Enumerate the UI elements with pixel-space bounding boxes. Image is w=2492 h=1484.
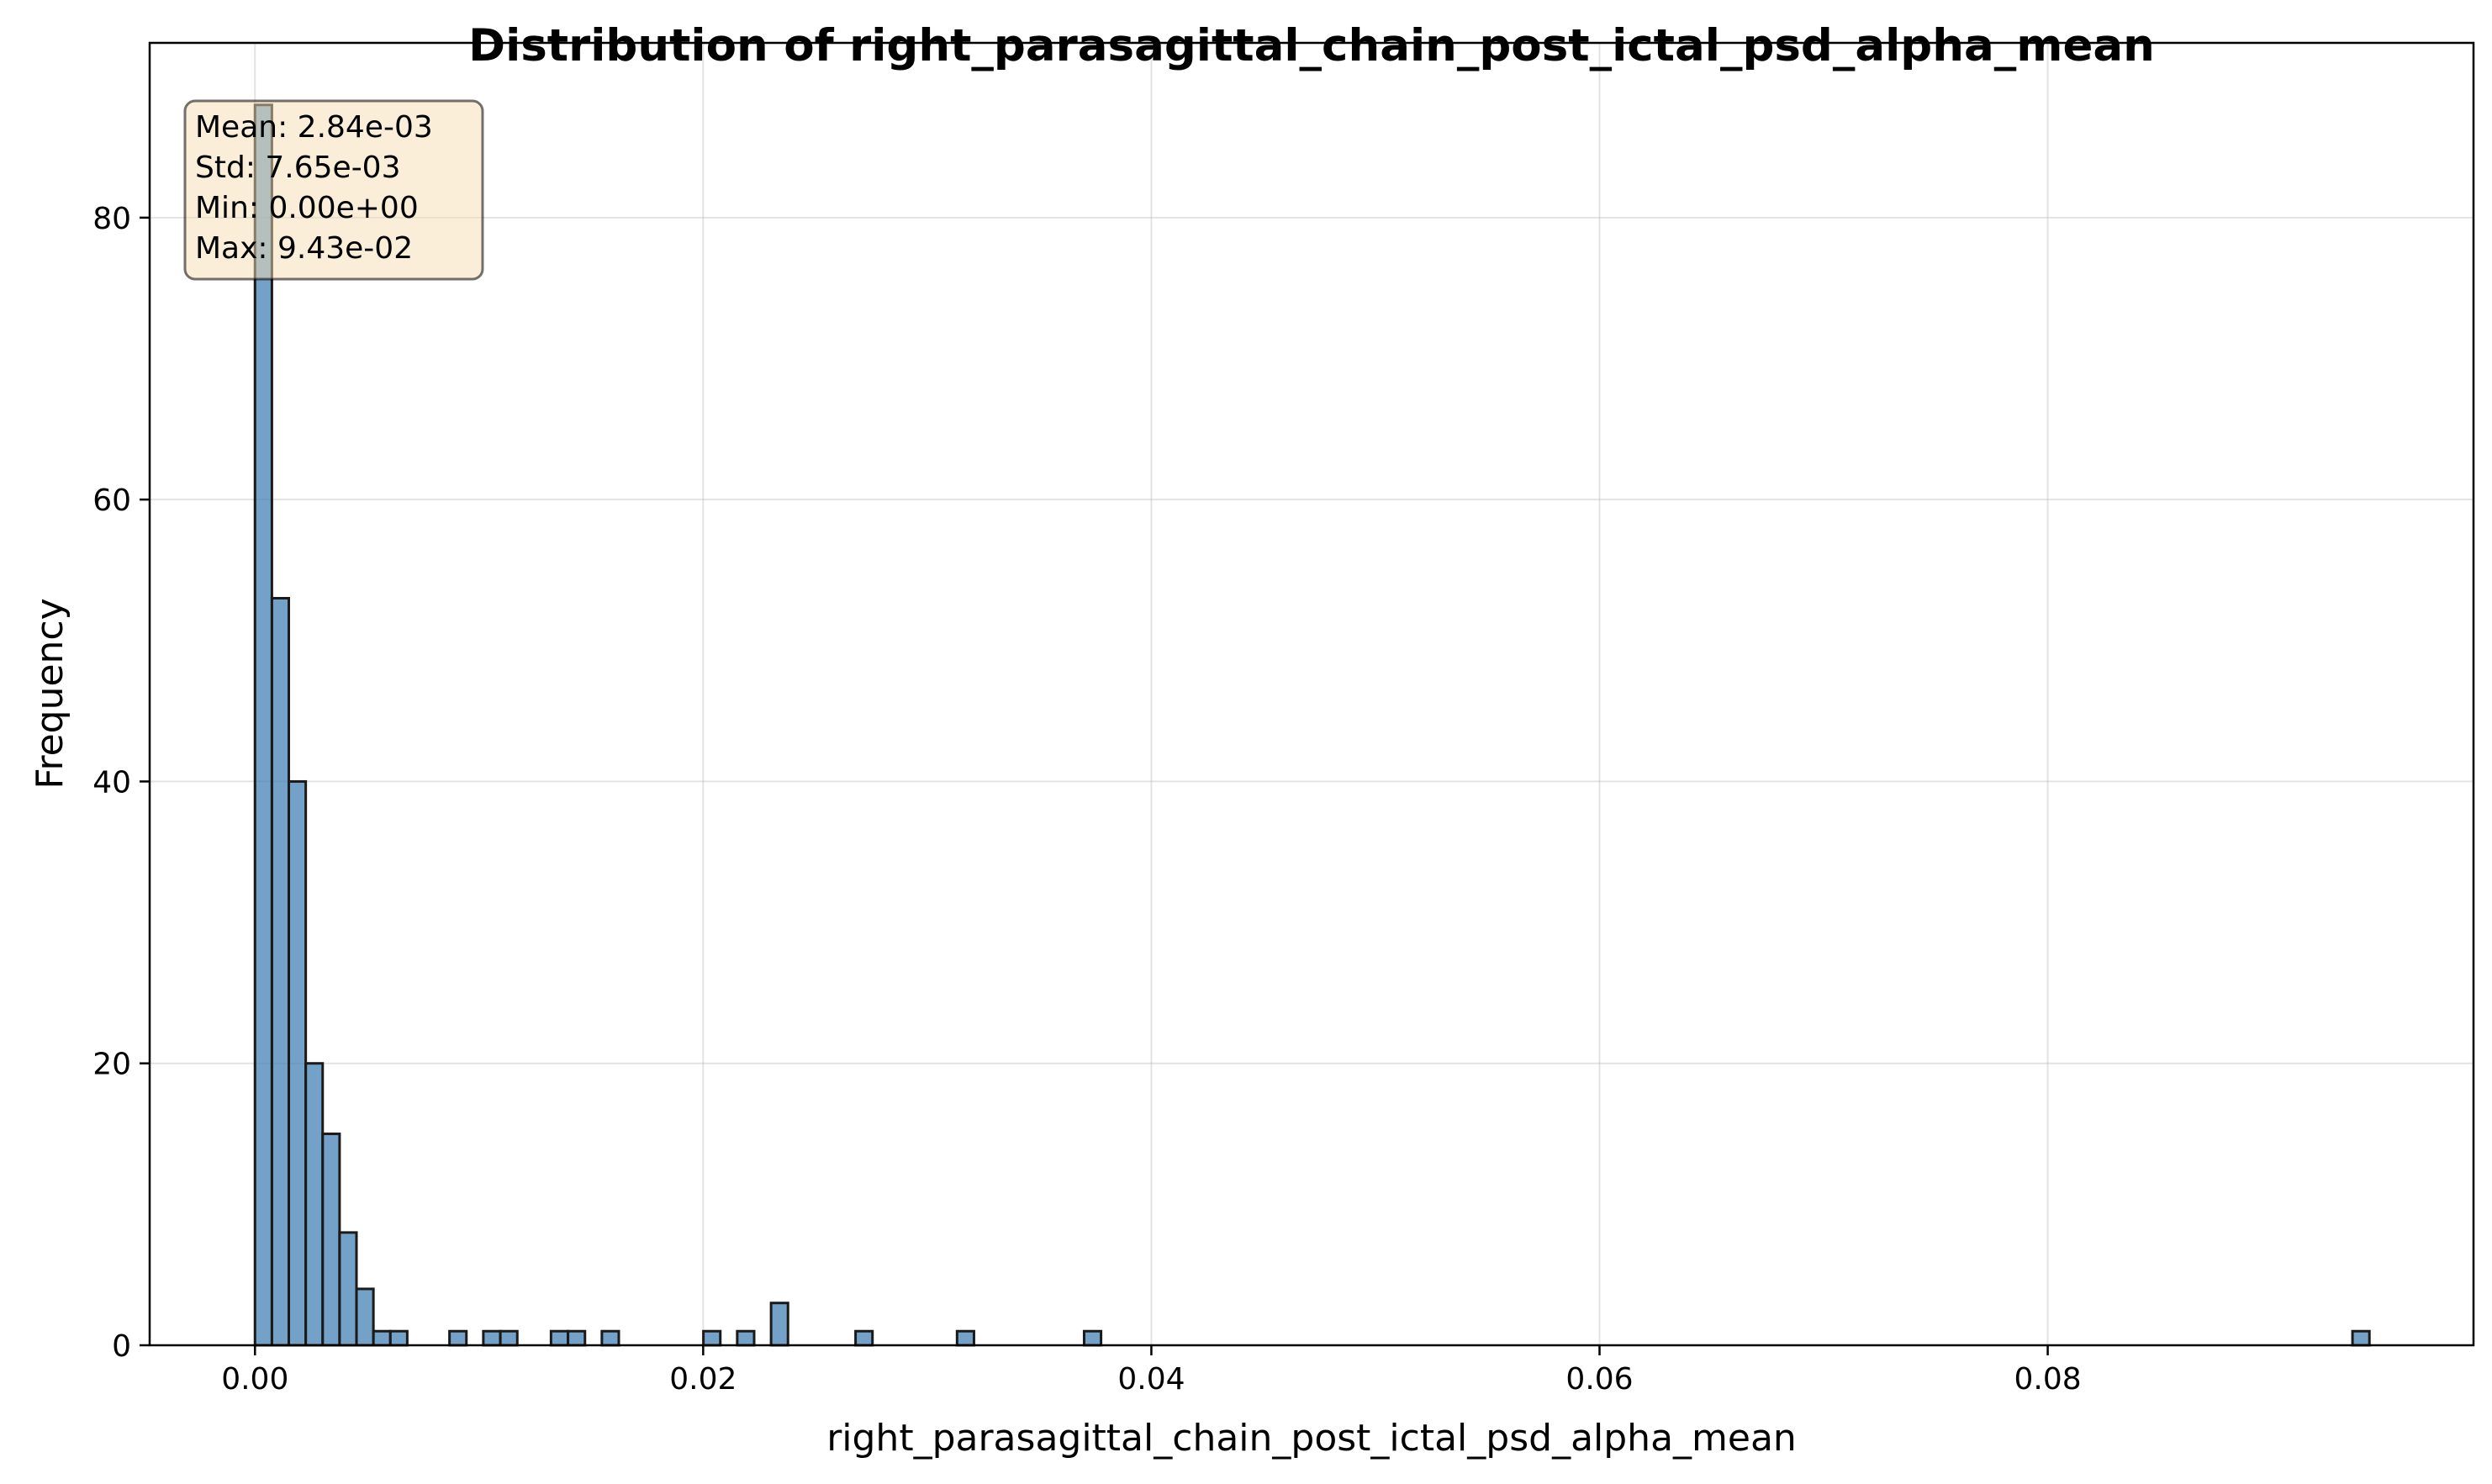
histogram-bar-15 <box>702 1329 722 1347</box>
chart-title: Distribution of right_parasagittal_chain… <box>468 20 2155 71</box>
histogram-bar-19 <box>955 1329 975 1347</box>
stats-min: Min: 0.00e+00 <box>195 191 419 225</box>
histogram-bar-1 <box>270 597 291 1347</box>
histogram-bar-3 <box>304 1062 325 1347</box>
axis-ticks: 0.00 0.02 0.04 0.06 0.08 0 20 40 60 80 <box>92 202 2081 1397</box>
histogram-bar-21 <box>2351 1329 2371 1347</box>
histogram-bar-7 <box>372 1329 392 1347</box>
histogram-bar-4 <box>321 1133 341 1347</box>
histogram-bar-20 <box>1082 1329 1103 1347</box>
stats-max: Max: 9.43e-02 <box>195 231 413 266</box>
histogram-bar-13 <box>567 1329 587 1347</box>
histogram-bar-9 <box>448 1329 468 1347</box>
y-tick-label-1: 20 <box>92 1048 131 1082</box>
histogram-bar-8 <box>388 1329 409 1347</box>
y-tick-label-0: 0 <box>112 1329 131 1364</box>
histogram-bar-10 <box>482 1329 502 1347</box>
histogram-bar-18 <box>854 1329 874 1347</box>
x-tick-label-4: 0.08 <box>2014 1362 2081 1397</box>
histogram-bar-17 <box>769 1302 789 1347</box>
histogram-bar-14 <box>600 1329 620 1347</box>
histogram-bar-5 <box>338 1231 358 1347</box>
plot-frame <box>148 41 2475 1347</box>
x-tick-label-1: 0.02 <box>669 1362 737 1397</box>
x-axis-label: right_parasagittal_chain_post_ictal_psd_… <box>826 1417 1797 1460</box>
histogram-bar-16 <box>736 1329 756 1347</box>
x-tick-label-3: 0.06 <box>1565 1362 1633 1397</box>
histogram-bar-11 <box>499 1329 519 1347</box>
x-tick-label-2: 0.04 <box>1117 1362 1185 1397</box>
stats-mean: Mean: 2.84e-03 <box>195 110 433 145</box>
y-axis-label: Frequency <box>29 598 71 789</box>
histogram-bar-12 <box>549 1329 569 1347</box>
stats-box: Mean: 2.84e-03 Std: 7.65e-03 Min: 0.00e+… <box>183 99 484 281</box>
histogram-bars <box>253 103 2371 1347</box>
y-tick-label-4: 80 <box>92 202 131 236</box>
histogram-bar-6 <box>355 1287 375 1347</box>
stats-std: Std: 7.65e-03 <box>195 151 401 185</box>
y-tick-label-2: 40 <box>92 765 131 800</box>
y-tick-label-3: 60 <box>92 483 131 518</box>
histogram-bar-0 <box>253 103 273 1347</box>
histogram-bar-2 <box>288 779 308 1347</box>
stats-box-background <box>183 99 484 281</box>
x-tick-label-0: 0.00 <box>221 1362 288 1397</box>
